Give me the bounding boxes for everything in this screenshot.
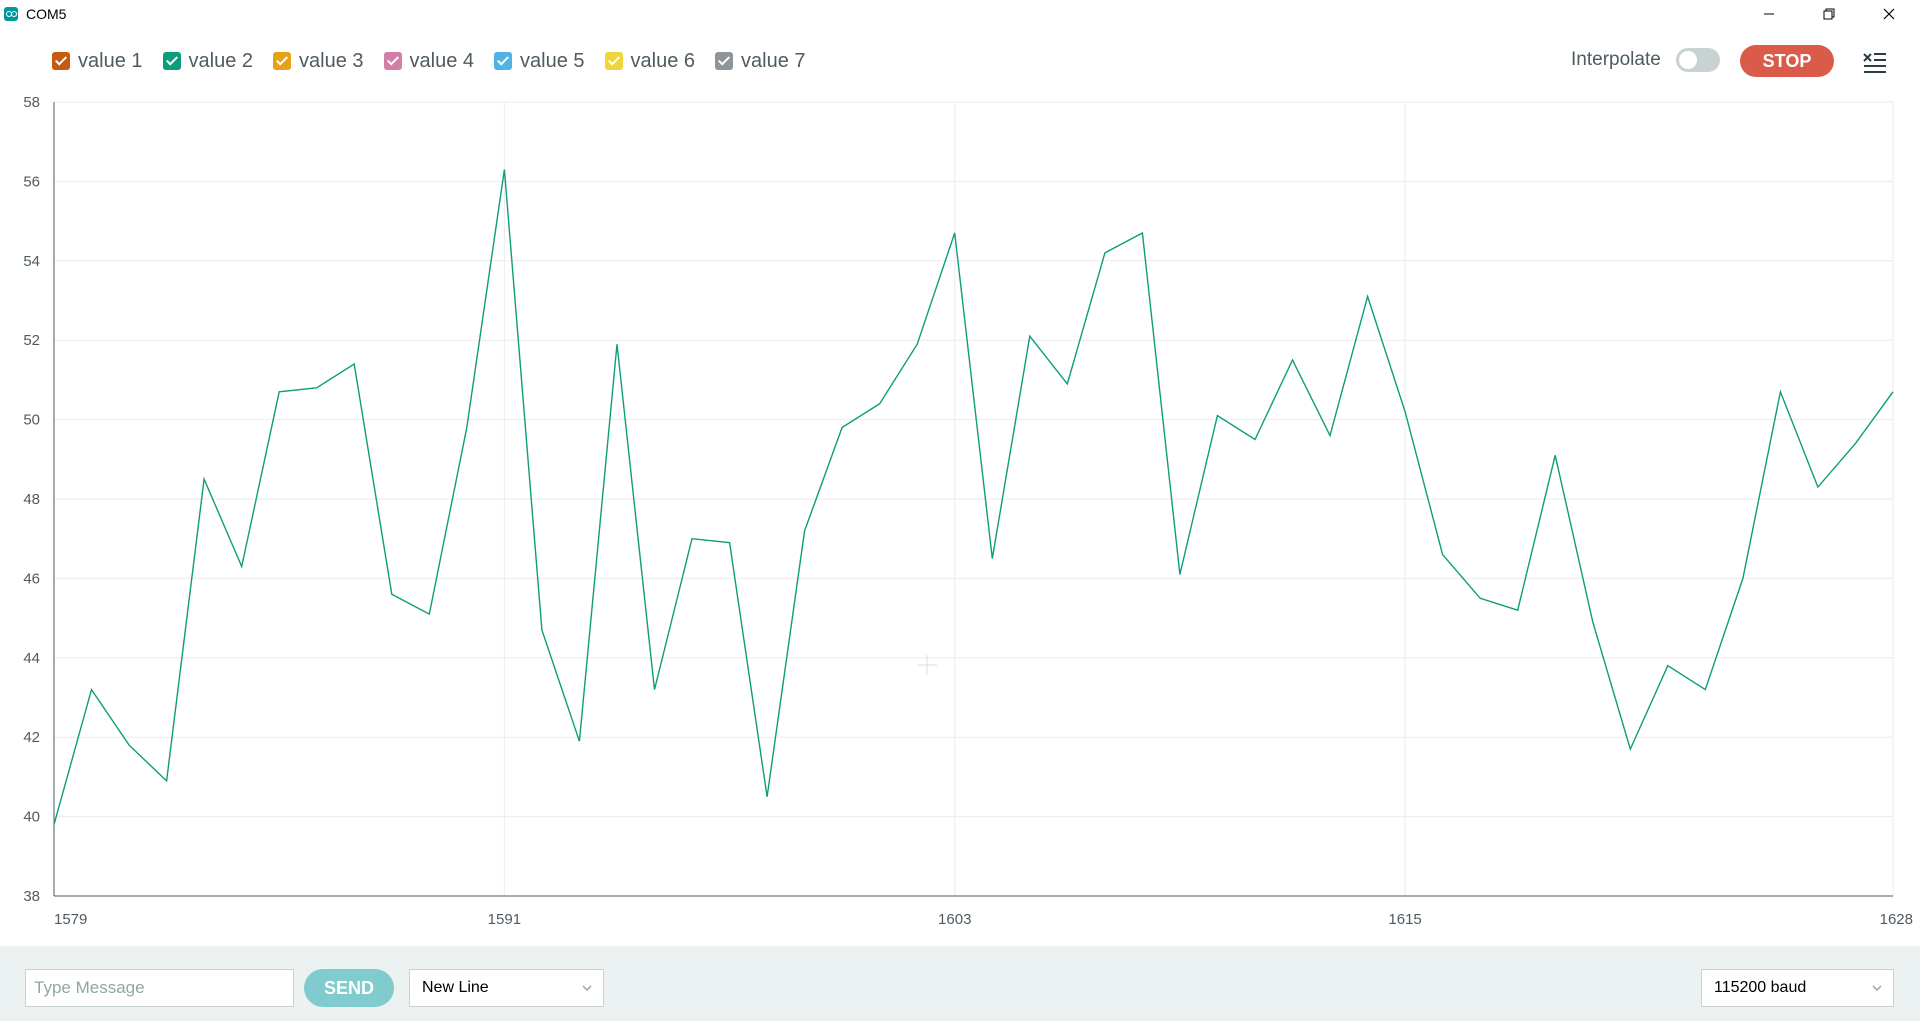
window-title: COM5	[26, 6, 67, 22]
message-input[interactable]	[25, 969, 294, 1007]
series-legend: value 1 value 2 value 3 value 4 value 5 …	[52, 48, 826, 74]
legend-item-value-6[interactable]: value 6	[604, 49, 696, 73]
legend-label: value 6	[630, 49, 696, 72]
x-tick-label: 1579	[54, 911, 87, 928]
legend-label: value 1	[78, 49, 143, 72]
plot-area[interactable]: 38 40 42 44 46 48 50 52 54 56 58 1579 1591 1603 1615 16…	[0, 90, 1920, 940]
send-button[interactable]: SEND	[304, 969, 394, 1007]
checkbox-icon[interactable]	[715, 52, 733, 70]
chevron-down-icon	[1872, 985, 1882, 992]
stop-button[interactable]: STOP	[1740, 45, 1834, 77]
minimize-icon	[1764, 13, 1774, 15]
x-tick-label: 1591	[488, 911, 521, 928]
legend-label: value 3	[299, 49, 364, 72]
series-line	[53, 169, 1894, 825]
close-button[interactable]	[1860, 0, 1918, 28]
checkbox-icon[interactable]	[52, 52, 70, 70]
line-ending-value: New Line	[422, 979, 489, 996]
restore-button[interactable]	[1800, 0, 1858, 28]
y-tick-label: 40	[23, 809, 40, 826]
line-ending-select[interactable]: New Line	[409, 969, 604, 1007]
legend-label: value 7	[741, 49, 806, 72]
y-tick-label: 46	[23, 570, 40, 587]
y-tick-label: 50	[23, 412, 40, 429]
interpolate-label: Interpolate	[1571, 49, 1661, 70]
y-tick-label: 42	[23, 729, 40, 746]
y-tick-label: 48	[23, 491, 40, 508]
close-icon	[1883, 8, 1895, 20]
checkbox-icon[interactable]	[604, 52, 623, 70]
legend-label: value 4	[409, 49, 475, 72]
chevron-down-icon	[582, 985, 592, 992]
legend-item-value-3[interactable]: value 3	[273, 50, 364, 73]
baud-rate-select[interactable]: 115200 baud	[1701, 969, 1894, 1007]
legend-item-value-2[interactable]: value 2	[162, 49, 254, 73]
y-tick-label: 54	[23, 253, 40, 270]
baud-rate-value: 115200 baud	[1714, 979, 1807, 996]
legend-item-value-1[interactable]: value 1	[52, 50, 143, 73]
restore-icon	[1823, 8, 1835, 20]
message-bar: SEND New Line 115200 baud	[0, 946, 1920, 1021]
legend-item-value-4[interactable]: value 4	[383, 49, 475, 73]
interpolate-toggle[interactable]	[1676, 48, 1720, 72]
legend-item-value-7[interactable]: value 7	[715, 50, 806, 73]
clear-menu-button[interactable]	[1862, 48, 1888, 74]
title-bar: COM5	[0, 0, 1920, 28]
x-tick-label: 1603	[938, 911, 971, 928]
legend-item-value-5[interactable]: value 5	[494, 50, 585, 73]
y-tick-label: 38	[23, 888, 40, 905]
y-tick-label: 56	[23, 173, 40, 190]
y-tick-label: 44	[23, 650, 40, 667]
checkbox-icon[interactable]	[273, 52, 291, 70]
checkbox-icon[interactable]	[383, 52, 402, 70]
clear-list-icon	[1863, 53, 1886, 73]
checkbox-icon[interactable]	[494, 52, 512, 70]
y-tick-label: 52	[23, 332, 40, 349]
legend-label: value 2	[188, 49, 254, 72]
checkbox-icon[interactable]	[162, 52, 181, 70]
x-tick-label: 1628	[1880, 911, 1913, 928]
x-tick-label: 1615	[1388, 911, 1421, 928]
minimize-button[interactable]	[1740, 0, 1798, 28]
y-tick-label: 58	[23, 94, 40, 111]
arduino-logo-icon	[4, 7, 18, 21]
legend-label: value 5	[520, 49, 585, 72]
toggle-knob	[1679, 51, 1697, 69]
